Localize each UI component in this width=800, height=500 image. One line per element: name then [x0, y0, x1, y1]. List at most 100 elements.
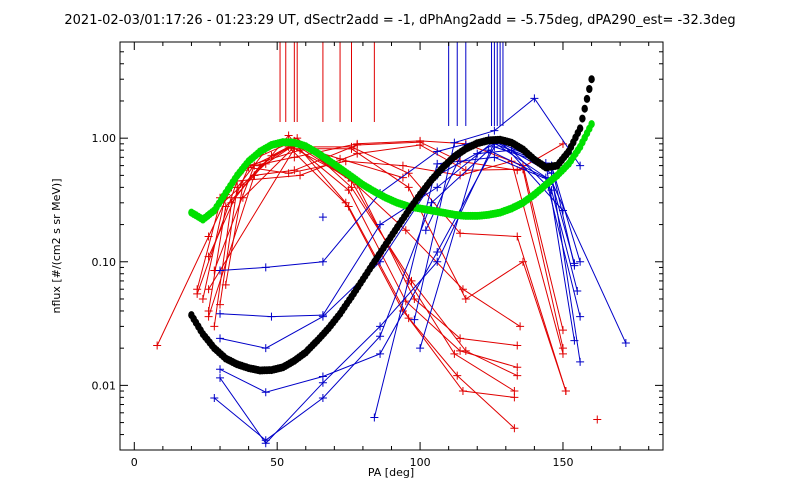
red-data-point [210, 322, 219, 331]
red-data-point [398, 173, 407, 182]
red-series-line [208, 148, 567, 392]
blue-data-point [450, 138, 459, 147]
blue-data-point [376, 349, 385, 358]
red-data-point [336, 154, 345, 163]
red-data-point [250, 171, 259, 180]
green-fit-point [588, 120, 595, 129]
blue-data-point [547, 186, 556, 195]
blue-data-point [216, 309, 225, 318]
red-data-point [353, 139, 362, 148]
blue-data-point [570, 259, 579, 268]
blue-data-point [261, 263, 270, 272]
blue-data-point [621, 339, 630, 348]
red-data-point [407, 276, 416, 285]
blue-data-point [433, 257, 442, 266]
blue-data-point [576, 357, 585, 366]
red-series-line [213, 143, 518, 346]
blue-data-point [576, 312, 585, 321]
red-data-point [518, 257, 527, 266]
red-data-point [416, 141, 425, 150]
red-data-point [516, 322, 525, 331]
black-fit-point [586, 85, 593, 93]
red-data-point [558, 326, 567, 335]
red-data-point [593, 415, 602, 424]
red-data-point [204, 252, 213, 261]
red-data-point [461, 166, 470, 175]
red-data-point [290, 166, 299, 175]
black-fit-point [576, 124, 584, 133]
x-tick-label: 150 [552, 456, 573, 469]
x-tick-label: 0 [131, 456, 138, 469]
red-data-point [513, 363, 522, 372]
red-data-point [398, 161, 407, 170]
red-data-point [296, 171, 305, 180]
blue-data-point [530, 94, 539, 103]
red-data-point [561, 387, 570, 396]
blue-data-point [376, 220, 385, 229]
red-data-point [404, 314, 413, 323]
y-tick-label: 0.10 [92, 256, 117, 269]
blue-data-point [507, 146, 516, 155]
x-tick-label: 50 [270, 456, 284, 469]
blue-data-point [370, 413, 379, 422]
red-data-point [193, 289, 202, 298]
red-data-point [216, 300, 225, 309]
blue-data-point [376, 332, 385, 341]
red-data-point [456, 171, 465, 180]
red-data-point [513, 371, 522, 380]
blue-series-line [219, 141, 575, 445]
blue-data-point [433, 183, 442, 192]
red-data-point [456, 334, 465, 343]
red-data-point [198, 294, 207, 303]
blue-data-point [576, 161, 585, 170]
red-data-point [558, 349, 567, 358]
red-data-point [510, 393, 519, 402]
blue-data-point [216, 266, 225, 275]
blue-data-point [216, 365, 225, 374]
blue-data-point [261, 344, 270, 353]
blue-data-point [261, 439, 270, 448]
red-data-point [461, 294, 470, 303]
red-data-point [221, 280, 230, 289]
red-series-line [208, 141, 564, 317]
blue-data-point [267, 312, 276, 321]
red-data-point [204, 285, 213, 294]
blue-data-point [433, 247, 442, 256]
red-data-point [404, 183, 413, 192]
black-fit-point [583, 94, 591, 103]
blue-data-point [573, 287, 582, 296]
red-data-point [344, 202, 353, 211]
red-data-point [513, 232, 522, 241]
black-fit-point [588, 75, 595, 84]
red-data-point [510, 424, 519, 433]
red-data-point [404, 169, 413, 178]
red-data-point [456, 346, 465, 355]
black-fit-point [581, 104, 588, 113]
blue-data-point [433, 159, 442, 168]
x-axis-label: PA [deg] [368, 466, 414, 479]
blue-data-point [318, 378, 327, 387]
red-data-point [513, 341, 522, 350]
blue-data-point [490, 126, 499, 135]
blue-data-point [261, 388, 270, 397]
red-data-point [410, 294, 419, 303]
blue-data-point [416, 344, 425, 353]
red-data-point [347, 144, 356, 153]
blue-data-point [216, 373, 225, 382]
x-tick-label: 100 [410, 456, 431, 469]
red-data-point [284, 131, 293, 140]
blue-data-point [318, 394, 327, 403]
blue-series-line [213, 149, 581, 441]
black-fit-point [579, 114, 586, 123]
blue-data-point [210, 394, 219, 403]
red-data-point [353, 149, 362, 158]
red-data-point [344, 186, 353, 195]
red-data-point [204, 312, 213, 321]
blue-data-point [490, 153, 499, 162]
axes: 0 50 100 150 0.01 0.10 1.00 [92, 41, 663, 469]
y-tick-label: 1.00 [92, 132, 117, 145]
y-tick-label: 0.01 [92, 379, 117, 392]
red-data-point [453, 371, 462, 380]
blue-data-point [433, 147, 442, 156]
